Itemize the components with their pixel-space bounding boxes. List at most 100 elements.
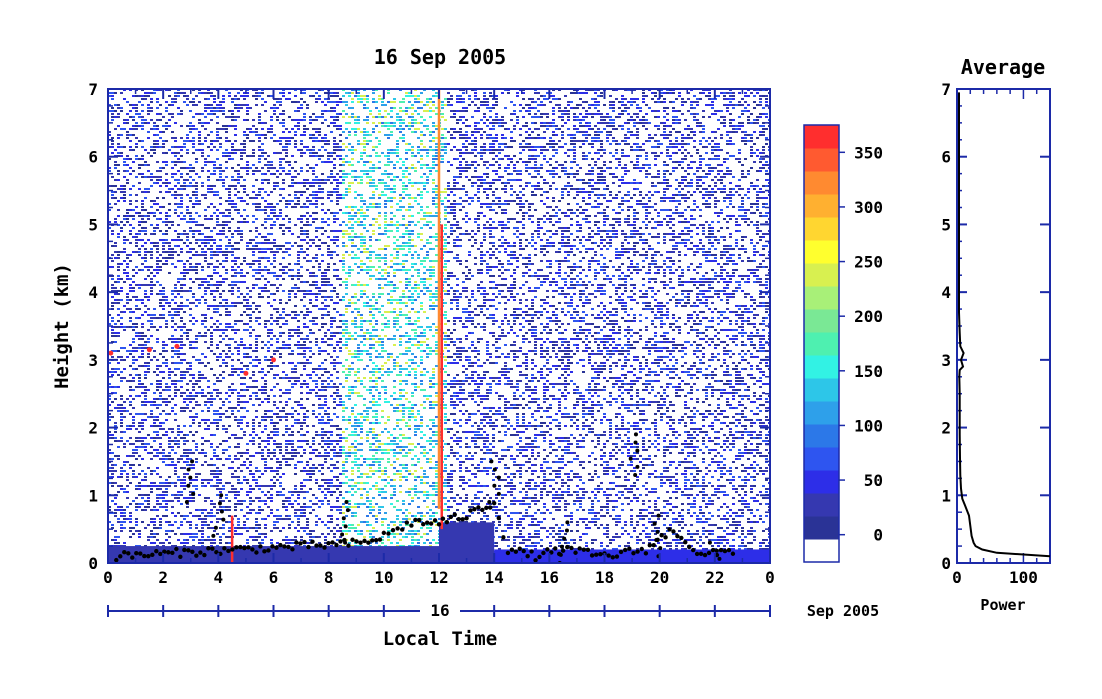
heat-cell bbox=[108, 167, 111, 169]
heat-cell bbox=[576, 170, 579, 172]
heat-cell bbox=[633, 179, 636, 181]
heat-cell bbox=[423, 224, 426, 226]
heat-cell bbox=[678, 95, 681, 97]
heat-cell bbox=[375, 152, 378, 154]
heat-cell bbox=[111, 140, 114, 142]
heat-cell bbox=[615, 218, 618, 220]
heat-cell bbox=[252, 95, 255, 97]
heat-cell bbox=[591, 179, 594, 181]
heat-cell bbox=[624, 170, 627, 172]
heat-cell bbox=[294, 170, 297, 172]
heat-cell bbox=[387, 224, 390, 226]
heat-cell bbox=[357, 176, 360, 178]
heat-cell bbox=[144, 161, 147, 163]
heat-cell bbox=[423, 218, 426, 220]
heat-cell bbox=[330, 95, 333, 97]
heat-cell bbox=[489, 230, 492, 232]
heat-cell bbox=[318, 179, 321, 181]
heat-cell bbox=[174, 95, 177, 97]
heat-cell bbox=[123, 200, 126, 202]
heat-cell bbox=[201, 149, 204, 151]
heat-cell bbox=[522, 233, 525, 235]
heat-cell bbox=[552, 143, 555, 145]
heat-cell bbox=[741, 122, 744, 124]
heat-cell bbox=[213, 164, 216, 166]
heat-cell bbox=[120, 92, 123, 94]
heat-cell bbox=[672, 116, 675, 118]
heat-cell bbox=[552, 134, 555, 136]
heat-cell bbox=[129, 242, 132, 244]
heat-cell bbox=[387, 152, 390, 154]
heat-cell bbox=[351, 251, 354, 253]
heat-cell bbox=[444, 233, 447, 235]
heat-cell bbox=[726, 167, 729, 169]
heat-cell bbox=[240, 200, 243, 202]
heat-cell bbox=[279, 104, 282, 106]
heat-cell bbox=[108, 104, 111, 106]
heat-cell bbox=[183, 185, 186, 187]
heat-cell bbox=[147, 218, 150, 220]
heat-cell bbox=[543, 233, 546, 235]
heat-cell bbox=[759, 167, 762, 169]
heat-cell bbox=[753, 161, 756, 163]
heat-cell bbox=[483, 233, 486, 235]
heat-cell bbox=[417, 98, 420, 100]
heat-cell bbox=[258, 122, 261, 124]
heat-cell bbox=[204, 236, 207, 238]
heat-cell bbox=[609, 173, 612, 175]
heat-cell bbox=[414, 95, 417, 97]
heat-cell bbox=[315, 236, 318, 238]
heat-cell bbox=[444, 191, 447, 193]
heat-cell bbox=[210, 173, 213, 175]
heat-cell bbox=[312, 149, 315, 151]
heat-cell bbox=[615, 194, 618, 196]
heat-cell bbox=[576, 191, 579, 193]
heat-cell bbox=[711, 230, 714, 232]
heat-cell bbox=[405, 110, 408, 112]
heat-cell bbox=[528, 104, 531, 106]
heat-cell bbox=[420, 182, 423, 184]
heat-cell bbox=[165, 230, 168, 232]
heat-cell bbox=[249, 197, 252, 199]
heat-cell bbox=[642, 92, 645, 94]
heat-cell bbox=[657, 215, 660, 217]
heat-cell bbox=[726, 152, 729, 154]
heat-cell bbox=[363, 203, 366, 205]
heat-cell bbox=[114, 179, 117, 181]
heat-cell bbox=[567, 215, 570, 217]
heat-cell bbox=[705, 203, 708, 205]
heat-cell bbox=[699, 155, 702, 157]
heat-cell bbox=[606, 122, 609, 124]
heat-cell bbox=[414, 197, 417, 199]
heat-cell bbox=[417, 161, 420, 163]
heat-cell bbox=[324, 212, 327, 214]
heat-cell bbox=[747, 104, 750, 106]
heat-cell bbox=[573, 134, 576, 136]
heat-cell bbox=[360, 155, 363, 157]
heat-cell bbox=[318, 248, 321, 250]
heat-cell bbox=[459, 197, 462, 199]
heat-cell bbox=[633, 188, 636, 190]
heat-cell bbox=[420, 140, 423, 142]
heat-cell bbox=[459, 134, 462, 136]
heat-cell bbox=[159, 206, 162, 208]
heat-cell bbox=[630, 131, 633, 133]
heat-cell bbox=[183, 230, 186, 232]
heat-cell bbox=[645, 239, 648, 241]
heat-cell bbox=[468, 167, 471, 169]
heat-cell bbox=[741, 98, 744, 100]
heat-cell bbox=[588, 152, 591, 154]
heat-cell bbox=[759, 152, 762, 154]
heat-cell bbox=[513, 218, 516, 220]
heat-cell bbox=[210, 251, 213, 253]
heat-cell bbox=[180, 194, 183, 196]
heat-cell bbox=[711, 242, 714, 244]
heat-cell bbox=[492, 242, 495, 244]
heat-cell bbox=[705, 164, 708, 166]
heat-cell bbox=[531, 215, 534, 217]
heat-cell bbox=[666, 113, 669, 115]
heat-cell bbox=[408, 107, 411, 109]
heat-cell bbox=[189, 227, 192, 229]
heat-cell bbox=[678, 143, 681, 145]
heat-cell bbox=[219, 128, 222, 130]
